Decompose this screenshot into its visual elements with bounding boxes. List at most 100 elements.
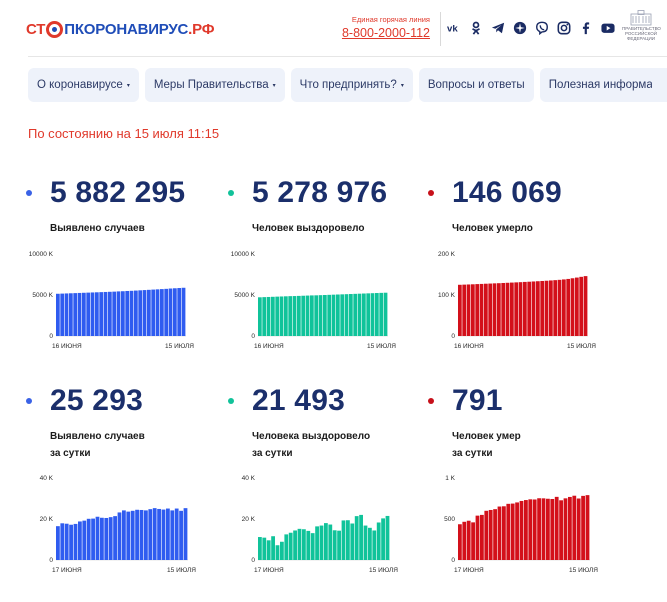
chart-svg: 10000 K 5000 K 0 16 ИЮНЯ 15 ИЮЛЯ	[231, 251, 397, 350]
svg-text:vk: vk	[447, 24, 458, 35]
chart-bar	[56, 293, 60, 336]
chart-bar	[497, 283, 501, 336]
chart-bar	[266, 296, 271, 336]
instagram-icon[interactable]	[556, 20, 572, 36]
nav-what-to-do[interactable]: Что предпринять? ▾	[290, 68, 413, 102]
chart-bar	[519, 500, 524, 560]
chart-bar	[505, 282, 510, 336]
chart-bar	[86, 518, 91, 560]
chart-bar	[359, 514, 363, 560]
stat-label: Человек умерло	[452, 220, 533, 237]
chart-bar	[559, 500, 563, 560]
hotline-number-link[interactable]: 8-800-2000-112	[341, 26, 430, 40]
nav-about-coronavirus[interactable]: О коронавирусе ▾	[28, 68, 139, 102]
y-tick-label: 0	[251, 333, 255, 340]
chart-bar	[77, 292, 82, 336]
chart-bar	[514, 282, 519, 336]
chart-bar	[541, 498, 546, 560]
chart-bar	[366, 293, 371, 336]
chart-bar	[122, 510, 126, 560]
chart-bar	[166, 508, 170, 560]
chart-bar	[524, 500, 528, 560]
yandex-zen-icon[interactable]	[512, 20, 528, 36]
chart-bar	[271, 296, 275, 336]
chart-bar	[310, 533, 315, 560]
nav-label: Вопросы и ответы	[427, 79, 525, 91]
chart-bar	[293, 530, 297, 560]
chart-bar	[157, 508, 161, 560]
viber-icon[interactable]	[534, 20, 550, 36]
chart-bar	[116, 291, 121, 336]
chart-bar	[297, 295, 301, 336]
telegram-icon[interactable]	[490, 20, 506, 36]
facebook-icon[interactable]	[578, 20, 594, 36]
chart-daily-recovered: 40 K 20 K 0 17 ИЮНЯ 15 ИЮЛЯ	[228, 472, 400, 580]
chart-bar	[64, 293, 69, 336]
logo-text-stop: СТ	[26, 20, 46, 38]
chart-svg: 40 K 20 K 0 17 ИЮНЯ 15 ИЮЛЯ	[242, 475, 399, 574]
logo-text-main: ПКОРОНАВИРУС	[64, 20, 189, 38]
y-tick-label: 40 K	[40, 475, 54, 482]
chart-bar	[95, 516, 100, 560]
chart-bar	[258, 537, 262, 560]
chart-bar	[383, 292, 388, 336]
chart-bar	[502, 506, 506, 560]
chart-bar	[179, 510, 183, 560]
site-logo[interactable]: СТ ПКОРОНАВИРУС .РФ	[26, 18, 215, 40]
chart-bar	[475, 284, 480, 336]
hotline-caption: Единая горячая линия	[351, 15, 430, 24]
stat-bullet	[428, 398, 434, 404]
chart-bar	[531, 281, 536, 336]
chart-bar	[170, 510, 175, 560]
stat-label: Человек умер за сутки	[452, 428, 521, 462]
x-tick-label: 15 ИЮЛЯ	[567, 343, 596, 350]
chart-bar	[129, 290, 134, 336]
chart-bar	[518, 282, 523, 336]
nav-faq[interactable]: Вопросы и ответы	[418, 68, 534, 102]
y-tick-label: 10000 K	[29, 251, 54, 258]
chart-bar	[462, 521, 467, 560]
chart-bar	[103, 291, 108, 336]
chart-bar	[493, 509, 497, 560]
chart-bar	[385, 515, 390, 560]
nav-government-measures[interactable]: Меры Правительства ▾	[144, 68, 285, 102]
stat-label-line: Выявлено случаев	[50, 223, 145, 234]
chevron-down-icon: ▾	[400, 82, 404, 89]
chart-bar	[126, 511, 131, 560]
nav-label: Меры Правительства	[153, 79, 269, 91]
chart-bar	[379, 292, 384, 336]
stat-bullet	[428, 190, 434, 196]
odnoklassniki-icon[interactable]	[468, 20, 484, 36]
chart-bar	[262, 537, 267, 560]
chart-bar	[135, 509, 139, 560]
chart-bar	[532, 499, 537, 560]
x-tick-label: 17 ИЮНЯ	[254, 567, 284, 574]
y-tick-label: 0	[49, 333, 53, 340]
chart-bar	[357, 293, 362, 336]
chart-bar	[501, 282, 506, 336]
site-header: СТ ПКОРОНАВИРУС .РФ Единая горячая линия 8…	[0, 0, 667, 56]
chart-bar	[262, 297, 267, 336]
chart-bar	[56, 526, 60, 560]
as-of-date: По состоянию на 15 июля 11:15	[28, 126, 220, 141]
chart-bar	[340, 294, 345, 336]
stat-label-line: за сутки	[452, 448, 493, 459]
chart-bar	[64, 523, 69, 560]
stat-label: Выявлено случаев	[50, 220, 145, 237]
chart-bar	[134, 290, 138, 336]
government-emblem[interactable]: ПРАВИТЕЛЬСТВО РОССИЙСКОЙ ФЕДЕРАЦИИ	[622, 10, 661, 48]
nav-useful-info[interactable]: Полезная информация▾	[539, 68, 667, 102]
chart-bar	[510, 503, 515, 560]
y-tick-label: 500	[444, 516, 455, 523]
stat-label-line: Человек умерло	[452, 223, 533, 234]
nav-label: Что предпринять?	[299, 79, 397, 91]
chart-bar	[354, 516, 359, 560]
chart-bar	[341, 520, 346, 560]
x-tick-label: 15 ИЮЛЯ	[569, 567, 598, 574]
chart-bar	[546, 498, 550, 560]
chart-svg: 200 K 100 K 0 16 ИЮНЯ 15 ИЮЛЯ	[438, 251, 596, 350]
youtube-icon[interactable]	[600, 20, 616, 36]
vk-icon[interactable]: vk	[446, 20, 462, 36]
nav-item-more[interactable]	[652, 68, 667, 102]
